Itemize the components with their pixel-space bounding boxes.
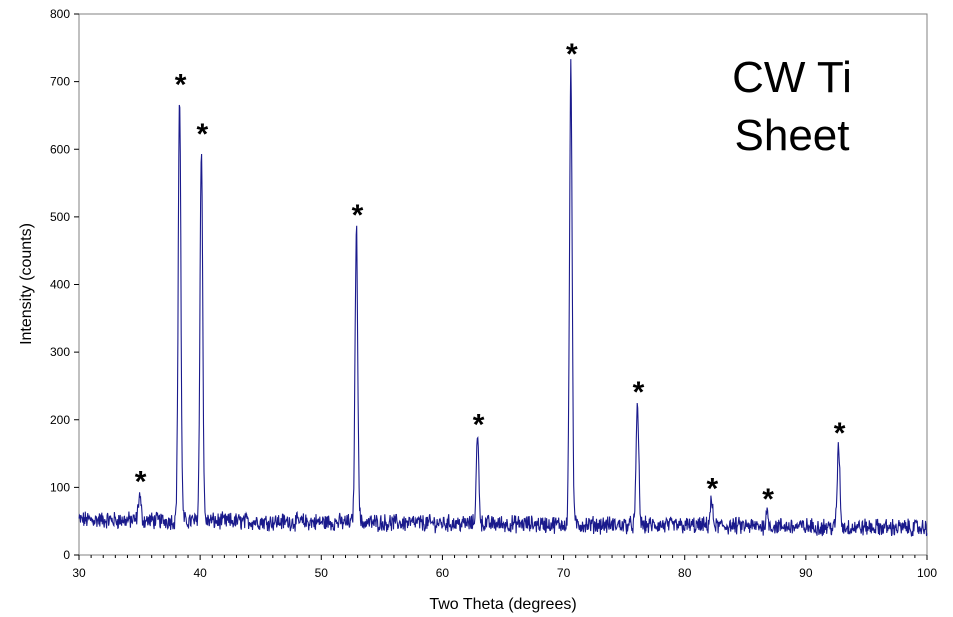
y-tick-label: 300	[50, 345, 70, 359]
x-tick-label: 50	[315, 566, 329, 580]
peak-marker: *	[707, 472, 719, 505]
peak-marker: *	[197, 118, 209, 151]
x-tick-label: 60	[436, 566, 450, 580]
peak-marker: *	[473, 409, 485, 442]
x-axis-title: Two Theta (degrees)	[429, 596, 576, 613]
peak-marker: *	[175, 69, 187, 102]
y-tick-label: 800	[50, 7, 70, 21]
peak-marker: *	[566, 38, 578, 71]
peak-markers: * * * * * * * * * *	[135, 38, 846, 516]
annotation-line-2: Sheet	[735, 111, 850, 160]
y-tick-label: 0	[63, 548, 70, 562]
x-tick-label: 90	[799, 566, 813, 580]
peak-marker: *	[352, 199, 364, 232]
y-tick-label: 400	[50, 278, 70, 292]
diffraction-trace	[78, 59, 928, 537]
y-tick-label: 700	[50, 75, 70, 89]
peak-marker: *	[834, 417, 846, 450]
y-tick-label: 200	[50, 413, 70, 427]
y-tick-label: 100	[50, 480, 70, 494]
y-axis-title: Intensity (counts)	[18, 223, 35, 345]
x-tick-label: 70	[557, 566, 571, 580]
y-tick-label: 600	[50, 142, 70, 156]
peak-marker: *	[633, 376, 645, 409]
x-tick-label: 40	[193, 566, 207, 580]
x-tick-label: 80	[678, 566, 692, 580]
y-axis: 0 100 200 300 400 500 600 700 800	[50, 7, 79, 562]
plot-area	[78, 13, 928, 556]
peak-marker: *	[762, 483, 774, 516]
x-axis: 30 40 50 60 70 80 90 100	[72, 555, 937, 580]
x-tick-label: 100	[917, 566, 937, 580]
peak-marker: *	[135, 465, 147, 498]
y-tick-label: 500	[50, 210, 70, 224]
x-tick-label: 30	[72, 566, 86, 580]
annotation-line-1: CW Ti	[732, 53, 852, 102]
